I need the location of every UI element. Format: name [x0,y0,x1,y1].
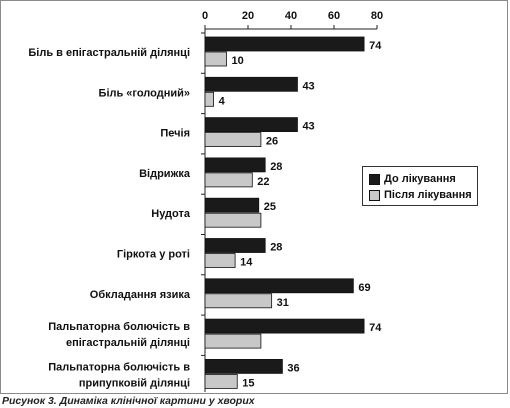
category-label: Гіркота у роті [117,249,190,261]
legend: До лікування Після лікування [362,166,478,206]
legend-swatch-after [369,189,380,201]
bar-after [204,51,227,67]
data-label: 4 [219,95,226,107]
x-tick-label: 80 [371,10,383,22]
data-label: 22 [257,176,269,188]
x-tick-label: 40 [285,10,297,22]
bar-before [204,358,283,374]
category-label: Відрижка [139,168,191,180]
bar-before [204,278,354,294]
legend-label-after: Після лікування [384,189,472,201]
data-label: 31 [277,297,289,309]
category-label: припупковій ділянці [79,377,190,389]
bar-after [204,91,214,107]
data-label: 25 [264,201,276,213]
x-tick-label: 0 [202,10,208,22]
category-label: Пальпаторна болючість в [48,361,190,373]
bar-before [204,318,365,334]
data-label: 28 [270,242,282,254]
data-label: 14 [240,257,253,269]
bar-after [204,212,262,228]
bar-after [204,333,262,349]
category-label: епігастральній ділянці [66,337,190,349]
data-label: 43 [302,80,314,92]
figure-caption: Рисунок 3. Динаміка клінічної картини у … [2,395,255,407]
data-label: 74 [369,40,382,52]
data-label: 28 [270,161,282,173]
data-label: 74 [369,322,382,334]
category-label: Пальпаторна болючість в [48,321,190,333]
bar-before [204,76,298,92]
bar-after [204,172,253,188]
bar-after [204,132,262,148]
bar-before [204,157,266,173]
data-label: 26 [266,136,278,148]
legend-label-before: До лікування [384,173,456,185]
data-label: 36 [287,362,299,374]
category-label: Нудота [151,208,191,220]
bar-after [204,253,236,268]
legend-swatch-before [369,173,380,185]
category-label: Біль в епігастральній ділянці [28,47,190,59]
data-label: 43 [302,121,314,133]
bar-before [204,36,365,52]
legend-item-after: Після лікування [369,187,477,203]
category-label: Біль «голодний» [99,87,190,99]
x-tick-label: 60 [328,10,340,22]
bar-after [204,293,273,309]
x-tick-label: 20 [242,10,254,22]
bar-before [204,197,260,213]
category-label: Печія [160,128,190,140]
data-label: 69 [358,282,370,294]
category-label: Обкладання язика [90,289,191,301]
bar-chart: 0 20 40 60 80 Біль в епігастральній ділянці 74… [28,10,383,392]
bar-before [204,117,298,132]
legend-item-before: До лікування [369,171,477,187]
data-label: 10 [232,55,244,67]
bar-before [204,238,266,253]
bar-after [204,373,238,389]
data-label: 15 [242,377,254,389]
